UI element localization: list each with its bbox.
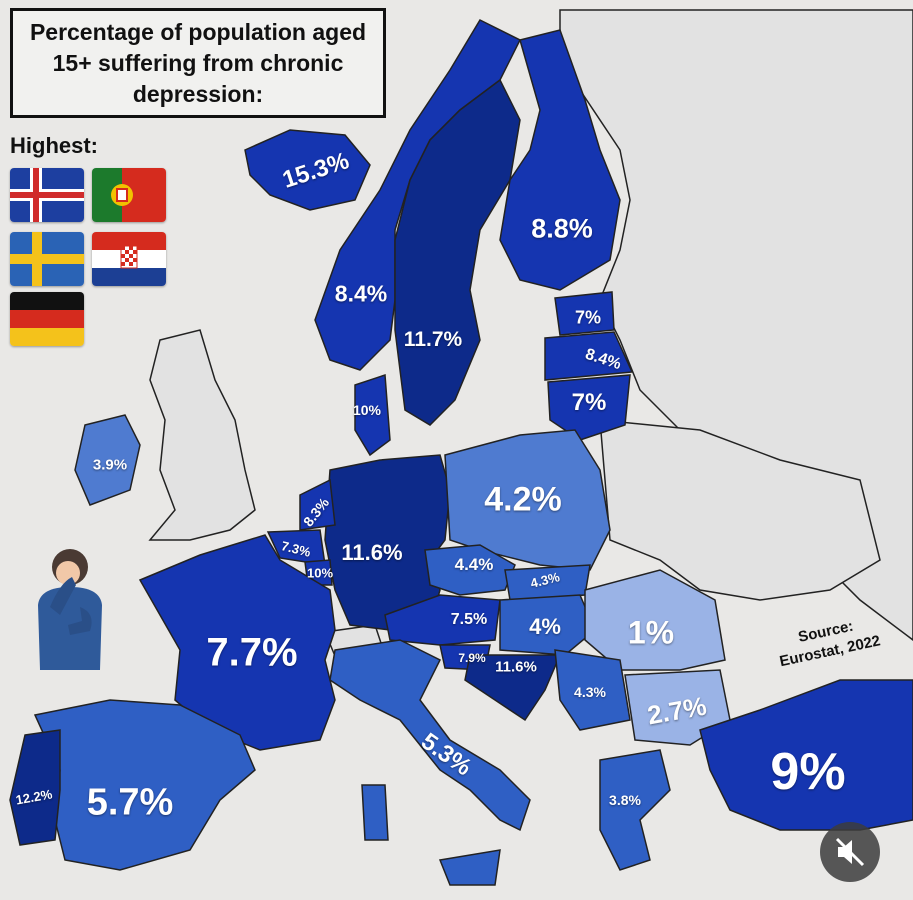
label-lithuania: 7% (571, 389, 607, 416)
greece-shape (599, 749, 671, 871)
latvia-shape (544, 331, 634, 381)
speaker-muted-icon (835, 837, 865, 867)
mute-button[interactable] (820, 822, 880, 882)
portugal-flag (92, 168, 166, 222)
iceland-shape (244, 129, 371, 211)
poland-shape (444, 429, 611, 571)
sicily-shape (438, 849, 501, 886)
finland-shape (499, 29, 621, 291)
label-germany: 11.6% (341, 540, 403, 565)
serbia-shape (554, 649, 631, 731)
label-france: 7.7% (206, 630, 298, 675)
label-greece: 3.8% (609, 792, 641, 808)
netherlands-shape (299, 478, 336, 531)
italy-shape (329, 639, 531, 832)
label-serbia: 4.3% (574, 684, 606, 700)
label-turkey: 9% (770, 743, 846, 801)
label-ireland: 3.9% (92, 456, 128, 474)
highest-label: Highest: (10, 133, 98, 158)
hungary-shape (499, 594, 596, 656)
label-poland: 4.2% (484, 480, 562, 519)
germany-flag (10, 292, 84, 346)
germany-shape (324, 454, 451, 631)
label-sweden: 11.7% (403, 328, 463, 351)
croatia-flag (92, 232, 166, 286)
iceland-flag (10, 168, 84, 222)
label-croatia: 11.6% (495, 658, 537, 676)
ukraine-land (599, 419, 881, 601)
czechia-shape (424, 544, 516, 596)
label-norway: 8.4% (334, 280, 388, 307)
ireland-shape (74, 414, 141, 506)
label-luxembourg: 10% (306, 565, 334, 581)
lithuania-shape (547, 374, 631, 441)
austria-shape (384, 594, 501, 646)
uk-land (148, 329, 256, 541)
title-box: Percentage of population aged 15+ suffer… (10, 8, 386, 118)
denmark-shape (354, 373, 391, 457)
sweden-flag (10, 232, 84, 286)
label-romania: 1% (627, 614, 675, 651)
sweden-shape (394, 78, 521, 426)
depressed-person-icon (38, 549, 102, 670)
map-title: Percentage of population aged 15+ suffer… (29, 18, 367, 107)
label-hungary: 4% (529, 614, 561, 639)
label-spain: 5.7% (86, 781, 174, 824)
romania-shape (584, 569, 726, 671)
label-finland: 8.8% (531, 213, 593, 244)
label-estonia: 7% (574, 307, 602, 328)
label-czechia: 4.4% (454, 555, 494, 574)
label-austria: 7.5% (450, 611, 488, 628)
turkey-shape (699, 679, 913, 831)
label-denmark: 10% (352, 402, 382, 418)
estonia-shape (554, 291, 615, 336)
sardinia-shape (361, 784, 389, 841)
label-slovenia: 7.9% (458, 651, 486, 665)
portugal-shape (9, 729, 61, 846)
